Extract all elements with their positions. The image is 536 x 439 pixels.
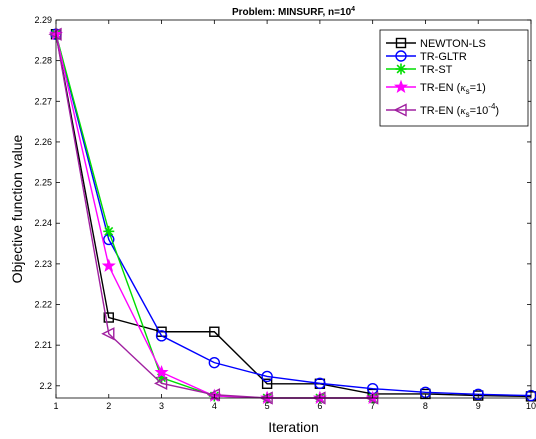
series-triangle-left <box>48 27 379 405</box>
x-tick-label: 8 <box>423 401 428 411</box>
chart-title: Problem: MINSURF, n=104 <box>232 6 355 18</box>
legend-entry: TR-GLTR <box>386 50 467 63</box>
x-tick-label: 7 <box>370 401 375 411</box>
x-tick-label: 2 <box>106 401 111 411</box>
legend-marker <box>395 37 407 49</box>
legend-label: TR-ST <box>420 64 453 76</box>
legend-marker <box>393 103 407 117</box>
legend-label: NEWTON-LS <box>420 38 486 50</box>
x-tick-label: 9 <box>476 401 481 411</box>
data-point <box>155 330 168 342</box>
axes: 1 2 3 4 5 6 7 8 9 10 2.2 2.21 2.22 2.23 2.24 2.25 2.26 2.… <box>34 15 536 411</box>
data-point <box>48 27 62 41</box>
y-tick-label: 2.28 <box>34 56 52 66</box>
data-point <box>101 327 115 341</box>
x-axis-label: Iteration <box>268 419 319 435</box>
legend-entry: NEWTON-LS <box>386 37 486 50</box>
x-tick-label: 6 <box>317 401 322 411</box>
data-point <box>208 356 221 369</box>
legend-marker <box>395 50 407 62</box>
series-asterisk <box>50 28 379 404</box>
data-point <box>209 326 220 337</box>
series-line <box>55 34 532 398</box>
legend-label: TR-GLTR <box>420 51 467 63</box>
plot-frame <box>55 19 532 399</box>
data-point <box>103 312 114 323</box>
data-point <box>103 225 115 237</box>
y-tick-label: 2.26 <box>34 137 52 147</box>
data-point <box>261 370 273 383</box>
y-tick-label: 2.21 <box>34 340 52 350</box>
x-tick-label: 10 <box>526 401 536 411</box>
y-tick-label: 2.25 <box>34 178 52 188</box>
legend-entry: TR-ST <box>386 63 453 76</box>
data-point <box>153 376 168 391</box>
series-star <box>48 26 380 404</box>
data-point <box>101 258 116 272</box>
legend-entry: TR-EN (κs=10-4) <box>386 102 499 119</box>
data-point <box>154 365 169 379</box>
x-tick-label: 5 <box>265 401 270 411</box>
series-line <box>55 34 373 399</box>
legend-marker <box>393 79 409 93</box>
data-point <box>206 388 221 402</box>
x-tick-label: 3 <box>159 401 164 411</box>
series-line <box>55 34 532 397</box>
y-tick-label: 2.23 <box>34 259 52 269</box>
data-point <box>314 377 326 390</box>
legend-marker <box>395 63 407 75</box>
y-tick-label: 2.27 <box>34 96 52 106</box>
legend-label: TR-EN (κs=10-4) <box>420 102 499 119</box>
y-tick-label: 2.2 <box>39 381 52 391</box>
legend-entry: TR-EN (κs=1) <box>386 79 486 96</box>
x-tick-label: 4 <box>212 401 217 411</box>
y-axis-label: Objective function value <box>9 134 25 283</box>
data-point <box>261 378 273 389</box>
y-tick-label: 2.22 <box>34 300 52 310</box>
data-point <box>472 388 484 401</box>
y-tick-label: 2.29 <box>34 15 52 25</box>
series-line <box>55 34 373 399</box>
x-tick-label: 1 <box>53 401 58 411</box>
legend-label: TR-EN (κs=1) <box>420 82 486 96</box>
series-line <box>55 34 373 399</box>
y-tick-label: 2.24 <box>34 218 52 228</box>
